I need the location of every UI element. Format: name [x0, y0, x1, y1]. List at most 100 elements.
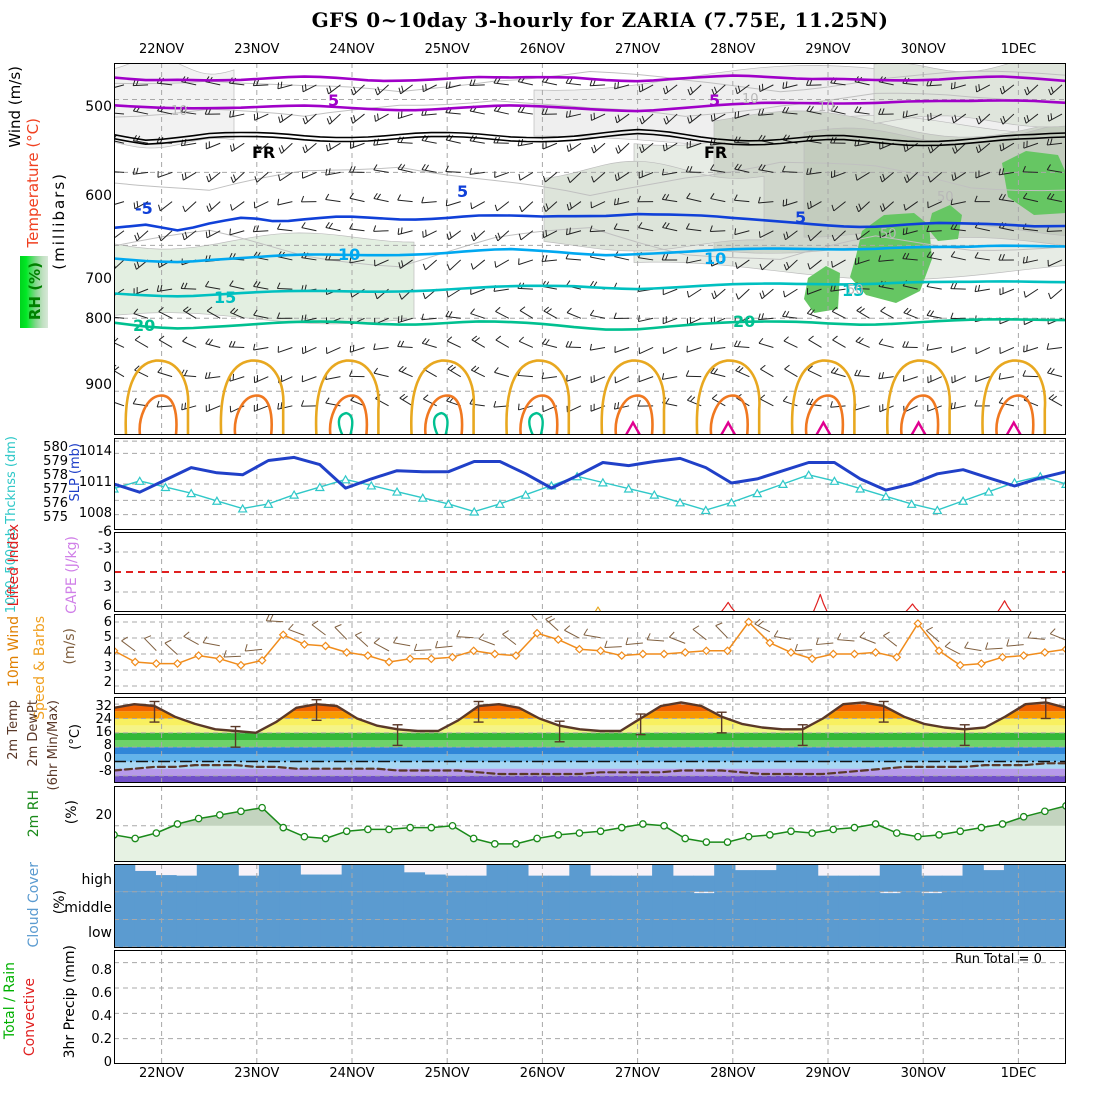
- contour-label: FR: [252, 143, 275, 162]
- axis-label-td2m: 2m DewPt: [26, 700, 41, 767]
- wind10m-panel: [114, 614, 1066, 694]
- ytick-600: 600: [85, 188, 112, 204]
- axis-label-rh: RH (%): [26, 262, 44, 321]
- ytick-thick-576: 576: [43, 496, 68, 511]
- ytick-cloud-high: high: [81, 872, 112, 888]
- contour-label: 20: [133, 316, 155, 335]
- ytick-precip-0: 0: [103, 1055, 112, 1070]
- bottom-date-tick: 24NOV: [329, 1066, 375, 1081]
- top-date-tick: 27NOV: [615, 42, 661, 57]
- ytick-thick-580: 580: [43, 440, 68, 455]
- cloud-cover-panel: [114, 864, 1066, 948]
- ytick-thick-578: 578: [43, 468, 68, 483]
- axis-label-millibars: (millibars): [50, 172, 68, 270]
- axis-label-lifted-index: Lifted Index: [6, 524, 22, 607]
- axis-label-wind: Wind (m/s): [6, 66, 24, 148]
- ytick-t2m-8: 8: [103, 738, 112, 753]
- top-date-tick: 22NOV: [139, 42, 185, 57]
- ytick-wind-6: 6: [103, 615, 112, 630]
- ytick-thick-577: 577: [43, 482, 68, 497]
- contour-label: 5: [457, 182, 468, 201]
- contour-label: 10: [704, 249, 726, 268]
- ytick-wind-5: 5: [103, 630, 112, 645]
- top-date-tick: 28NOV: [710, 42, 756, 57]
- axis-label-minmax: (6hr Min/Max): [46, 700, 61, 791]
- bottom-date-tick: 30NOV: [900, 1066, 946, 1081]
- bottom-date-tick: 23NOV: [234, 1066, 280, 1081]
- ytick-wind-2: 2: [103, 675, 112, 690]
- lifted-index-cape-panel: [114, 532, 1066, 612]
- top-date-tick: 1DEC: [1000, 42, 1037, 57]
- bottom-date-tick: 26NOV: [519, 1066, 565, 1081]
- contour-label: 10: [818, 100, 835, 115]
- contour-label: FR: [704, 143, 727, 162]
- ytick-900: 900: [85, 377, 112, 393]
- axis-label-rh2m: 2m RH: [26, 790, 42, 838]
- axis-label-total-rain: Total / Rain: [2, 962, 18, 1040]
- contour-label: 10: [171, 104, 188, 119]
- top-date-tick: 30NOV: [900, 42, 946, 57]
- top-date-tick: 23NOV: [234, 42, 280, 57]
- ytick-li-3: 3: [103, 579, 112, 595]
- ytick-t2m-16: 16: [95, 725, 112, 740]
- ytick-precip-06: 0.6: [91, 986, 112, 1001]
- contour-label: 10: [742, 92, 759, 107]
- axis-label-cloud-cover: Cloud Cover: [26, 862, 42, 948]
- contour-label: 10: [338, 245, 360, 264]
- ytick-t2m-neg8: -8: [99, 764, 112, 779]
- axis-label-temperature: Temperature (°C): [24, 118, 42, 248]
- ytick-wind-3: 3: [103, 660, 112, 675]
- run-total-annotation: Run Total = 0: [955, 952, 1042, 967]
- ytick-li-6: 6: [103, 598, 112, 614]
- ytick-slp-1011: 1011: [78, 475, 112, 490]
- contour-label: 50: [937, 190, 954, 205]
- contour-label: 20: [733, 312, 755, 331]
- bottom-date-tick: 1DEC: [1000, 1066, 1037, 1081]
- ytick-thick-575: 575: [43, 510, 68, 525]
- ytick-precip-04: 0.4: [91, 1009, 112, 1024]
- rh2m-panel: [114, 786, 1066, 862]
- contour-label: 5: [795, 208, 806, 227]
- ytick-li-0: 0: [103, 560, 112, 576]
- bottom-date-tick: 25NOV: [424, 1066, 470, 1081]
- ytick-precip-02: 0.2: [91, 1032, 112, 1047]
- contour-label: 15: [214, 288, 236, 307]
- bottom-date-tick: 28NOV: [710, 1066, 756, 1081]
- top-date-tick: 24NOV: [329, 42, 375, 57]
- contour-label: 50: [847, 283, 864, 298]
- page-title: GFS 0~10day 3-hourly for ZARIA (7.75E, 1…: [311, 8, 889, 32]
- contour-label: 5: [709, 91, 720, 110]
- top-date-tick: 25NOV: [424, 42, 470, 57]
- ytick-rh2m-20: 20: [95, 808, 112, 823]
- contour-label: 50: [880, 227, 897, 242]
- ytick-t2m-32: 32: [95, 699, 112, 714]
- ytick-slp-1014: 1014: [78, 444, 112, 459]
- temp2m-panel: [114, 697, 1066, 783]
- ytick-cloud-low: low: [88, 925, 112, 941]
- upper-air-panel: 5 5 FR FR -5 5 5 10 10 15 15 20 20 10 10 10 50 50 50: [114, 63, 1066, 435]
- ytick-700: 700: [85, 271, 112, 287]
- contour-label: 15: [842, 281, 864, 300]
- bottom-date-tick: 27NOV: [615, 1066, 661, 1081]
- ytick-li-neg6: -6: [98, 524, 112, 540]
- ytick-500: 500: [85, 99, 112, 115]
- axis-label-convective: Convective: [22, 978, 38, 1057]
- contour-label: -5: [135, 199, 153, 218]
- slp-thickness-panel: [114, 438, 1066, 530]
- contour-label: 5: [328, 91, 339, 110]
- ytick-t2m-24: 24: [95, 712, 112, 727]
- ytick-800: 800: [85, 311, 112, 327]
- top-date-tick: 26NOV: [519, 42, 565, 57]
- bottom-date-tick: 29NOV: [805, 1066, 851, 1081]
- axis-label-wind10m: 10m Wind: [6, 616, 22, 688]
- ytick-thick-579: 579: [43, 454, 68, 469]
- bottom-date-tick: 22NOV: [139, 1066, 185, 1081]
- ytick-li-neg3: -3: [98, 541, 112, 557]
- ytick-cloud-middle: middle: [64, 900, 112, 916]
- ytick-t2m-0: 0: [103, 751, 112, 766]
- precip-panel: [114, 950, 1066, 1064]
- ytick-wind-4: 4: [103, 645, 112, 660]
- top-date-tick: 29NOV: [805, 42, 851, 57]
- axis-label-t2m: 2m Temp: [6, 700, 21, 760]
